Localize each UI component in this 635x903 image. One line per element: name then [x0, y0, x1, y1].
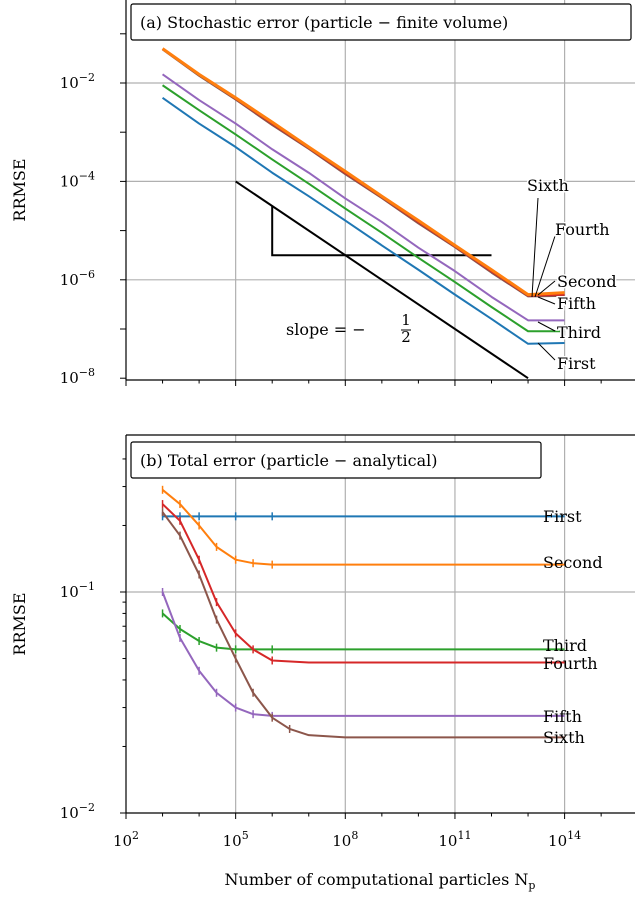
series-line-fifth [161, 591, 565, 717]
slope-annotation: slope = − 12 [235, 180, 529, 380]
series-label-second: Second [557, 272, 617, 291]
x-tick-label: 108 [332, 829, 358, 850]
series-label-fifth: Fifth [543, 707, 582, 726]
series-line-second [161, 47, 565, 297]
title-box-a [130, 3, 632, 41]
series-label-third: Third [557, 323, 601, 342]
x-axis-label: Number of computational particles Np [225, 870, 536, 892]
y-axis-title-b: RRMSE [10, 592, 29, 655]
series-labels-a: First Second Third Fourth Fifth Sixth [526, 175, 619, 375]
series-label-third: Third [543, 636, 587, 655]
panel-a: slope = − 12 10−2 10−4 10−6 10−8 RRMSE First S… [10, 0, 635, 387]
slope-label: slope = − [286, 320, 366, 339]
series-line-sixth [161, 48, 565, 298]
series-label-second: Second [543, 553, 603, 572]
y-tick-label: 10−6 [60, 268, 95, 289]
series-line-second [161, 489, 565, 566]
x-tick-label: 102 [113, 829, 139, 850]
y-tick-label: 10−2 [60, 801, 95, 822]
panel-b-title-text: (b) Total error (particle − analytical) [140, 451, 437, 470]
title-box-b [130, 441, 542, 479]
series-line-third [161, 84, 565, 333]
series-a [161, 47, 565, 345]
leader-line [537, 296, 556, 305]
series-label-fourth: Fourth [543, 654, 598, 673]
panel-a-title: (a) Stochastic error (particle − finite … [130, 3, 632, 41]
axes-b: 10−1 10−2 102 105 108 1011 1014 RRMSE [10, 434, 635, 850]
series-label-fifth: Fifth [557, 294, 596, 313]
x-tick-label: 1014 [548, 829, 581, 850]
slope-fraction-den: 2 [401, 328, 411, 346]
axes-a: 10−2 10−4 10−6 10−8 RRMSE [10, 0, 635, 387]
slope-fraction-num: 1 [401, 311, 411, 329]
series-label-first: First [557, 354, 596, 373]
series-line-fourth [161, 503, 565, 664]
series-line-fourth [161, 48, 565, 297]
series-label-sixth: Sixth [527, 176, 569, 195]
leader-line [537, 342, 556, 361]
series-line-fifth [161, 73, 565, 322]
y-tick-label: 10−1 [60, 580, 95, 601]
x-axis-title: Number of computational particles Np [225, 870, 536, 892]
series-label-fourth: Fourth [555, 220, 610, 239]
series-line-first [161, 96, 565, 345]
x-tick-label: 105 [223, 829, 249, 850]
y-tick-label: 10−4 [60, 169, 95, 190]
grid-b [126, 435, 635, 813]
slope-line [235, 180, 529, 380]
leader-line [531, 197, 539, 298]
series-line-sixth [161, 511, 565, 739]
series-line-third [161, 612, 565, 651]
leader-line [534, 235, 556, 298]
leader-line [537, 280, 556, 296]
slope-triangle [271, 206, 492, 257]
x-tick-label: 1011 [438, 829, 471, 850]
panel-a-title-text: (a) Stochastic error (particle − finite … [140, 13, 508, 32]
series-label-sixth: Sixth [543, 728, 585, 747]
y-tick-label: 10−2 [60, 71, 95, 92]
y-tick-label: 10−8 [60, 366, 95, 387]
series-label-first: First [543, 507, 582, 526]
panel-b-title: (b) Total error (particle − analytical) [130, 441, 542, 479]
panel-b: 10−1 10−2 102 105 108 1011 1014 RRMSE First Seco… [10, 434, 635, 850]
y-axis-title-a: RRMSE [10, 158, 29, 221]
leader-line [537, 321, 556, 332]
series-b [161, 485, 565, 739]
